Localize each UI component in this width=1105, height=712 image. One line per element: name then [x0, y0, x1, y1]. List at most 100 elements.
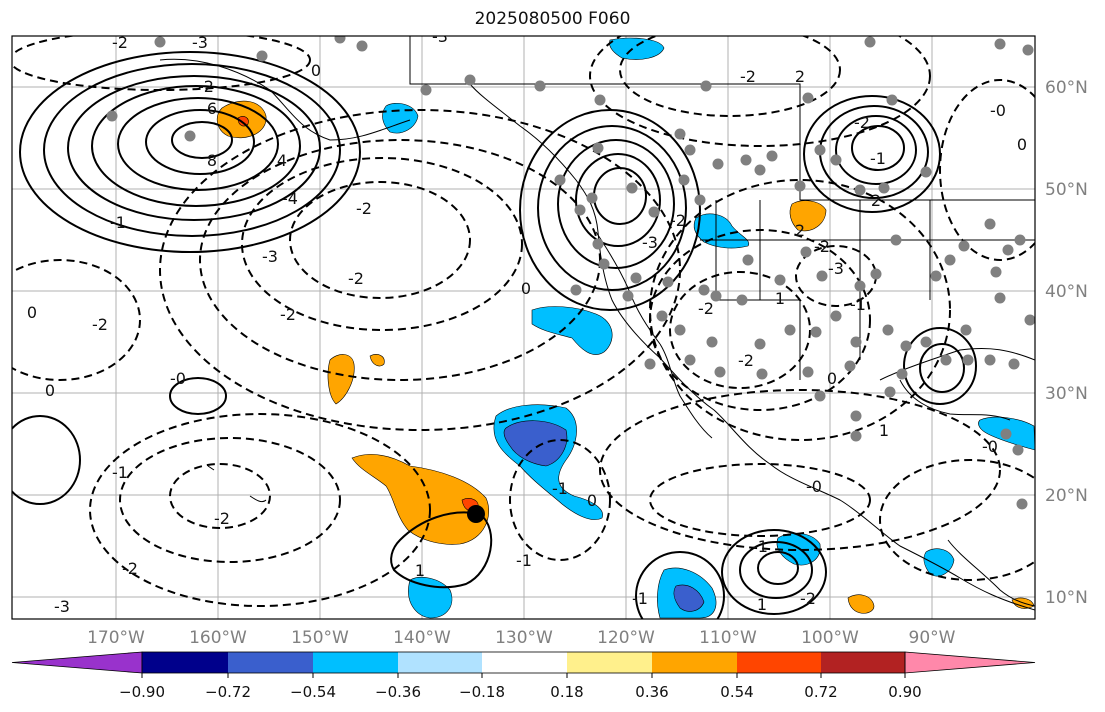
contour-label: -3	[262, 247, 278, 266]
station-dot	[814, 390, 826, 402]
station-dot	[184, 130, 196, 142]
station-dot	[1022, 44, 1034, 56]
lat-tick-label: 20°N	[1045, 486, 1088, 506]
station-dot	[896, 368, 908, 380]
contour-label: -2	[740, 67, 756, 86]
contour-label: -2	[214, 509, 230, 528]
station-dot	[706, 336, 718, 348]
contour-label: 0	[1017, 135, 1027, 154]
station-dot	[736, 294, 748, 306]
station-dot	[854, 184, 866, 196]
contour-label: 0	[311, 61, 321, 80]
station-dot	[1024, 314, 1035, 326]
colorbar-tick-label: −0.90	[119, 683, 165, 701]
station-dot	[674, 324, 686, 336]
station-dot	[886, 94, 898, 106]
station-dot	[810, 326, 822, 338]
station-dot	[1008, 358, 1020, 370]
contour-label: 0	[521, 279, 531, 298]
contour-label: -1	[850, 295, 866, 314]
station-dot	[698, 284, 710, 296]
station-dot	[154, 36, 166, 48]
station-dot	[870, 268, 882, 280]
station-dot	[106, 110, 118, 122]
colorbar-segment	[737, 652, 821, 673]
lon-tick-label: 150°W	[291, 628, 349, 648]
station-dot	[890, 234, 902, 246]
lon-tick-label: 160°W	[189, 628, 247, 648]
lon-tick-label: 170°W	[87, 628, 145, 648]
station-dot	[592, 142, 604, 154]
contour-label: -2	[122, 559, 138, 578]
colorbar-tick-label: 0.72	[804, 683, 837, 701]
orange-patch-us	[789, 200, 827, 232]
station-dot	[844, 360, 856, 372]
colorbar-segment	[313, 652, 398, 673]
station-dot	[774, 274, 786, 286]
station-dot	[800, 246, 812, 258]
station-dot	[574, 204, 586, 216]
station-dot	[900, 340, 912, 352]
station-dot	[594, 94, 606, 106]
station-dot	[1016, 498, 1028, 510]
station-dot	[920, 166, 932, 178]
lon-tick-label: 110°W	[699, 628, 757, 648]
contour-label: -1	[110, 213, 126, 232]
colorbar-tick-label: 0.54	[720, 683, 753, 701]
contour-label: -3	[828, 259, 844, 278]
colorbar-segment	[228, 652, 313, 673]
colorbar-tick-label: −0.54	[290, 683, 336, 701]
contour-label: 1	[757, 595, 767, 614]
contour-label: -3	[642, 233, 658, 252]
station-dot	[830, 154, 842, 166]
station-dot	[802, 366, 814, 378]
station-dot	[464, 74, 476, 86]
station-dot	[930, 270, 942, 282]
station-dot	[684, 144, 696, 156]
lat-tick-label: 30°N	[1045, 384, 1088, 404]
lon-tick-label: 100°W	[801, 628, 859, 648]
colorbar-tick-label: 0.90	[888, 683, 921, 701]
station-dot	[850, 410, 862, 422]
station-dot	[622, 290, 634, 302]
station-dot	[678, 174, 690, 186]
station-dot	[700, 80, 712, 92]
station-dot	[940, 354, 952, 366]
station-dot	[984, 218, 996, 230]
colorbar-segment	[482, 652, 567, 673]
station-dot	[830, 310, 842, 322]
latitude-labels: 60°N 50°N 40°N 30°N 20°N 10°N	[1045, 78, 1088, 608]
map-frame	[11, 35, 1036, 620]
contour-label: -0	[990, 101, 1006, 120]
lon-tick-label: 90°W	[909, 628, 956, 648]
contour-label: 0	[45, 381, 55, 400]
station-dot	[626, 182, 638, 194]
station-dot	[598, 258, 610, 270]
station-dot	[1012, 444, 1024, 456]
station-dot	[802, 92, 814, 104]
contour-label: -2	[356, 199, 372, 218]
blue-region-north	[609, 37, 665, 60]
station-dot	[694, 194, 706, 206]
colorbar: −0.90 −0.72 −0.54 −0.36 −0.18 0.18 0.36 0.54 0.7…	[11, 651, 1036, 701]
colorbar-tick-label: −0.72	[205, 683, 251, 701]
colorbar-tick-label: 0.36	[635, 683, 668, 701]
station-dot	[630, 272, 642, 284]
station-dot	[684, 354, 696, 366]
contour-labels: -2 -3 -30-268 4-1-4-2-3-2-2-20-00-1-2-2-30-…	[27, 36, 1027, 616]
station-dot	[1002, 244, 1014, 256]
contour-label: 4	[277, 151, 287, 170]
contour-label: -1	[870, 149, 886, 168]
station-dot	[984, 354, 996, 366]
colorbar-segment	[821, 652, 905, 673]
contour-label: -2	[198, 77, 214, 96]
colorbar-tick-label: 0.18	[550, 683, 583, 701]
station-dot	[356, 40, 368, 52]
contour-label: -2	[800, 589, 816, 608]
station-dot	[794, 180, 806, 192]
station-dot	[1014, 234, 1026, 246]
station-dot	[742, 254, 754, 266]
station-dot	[754, 164, 766, 176]
station-dot	[1000, 428, 1012, 440]
